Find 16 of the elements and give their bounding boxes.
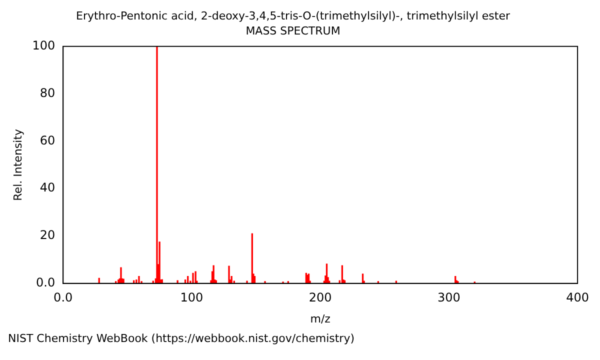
y-tick-label: 60: [40, 133, 56, 148]
x-tick-label: 300: [437, 290, 460, 305]
x-tick-label: 100: [180, 290, 204, 305]
x-tick-label: 200: [308, 290, 332, 305]
y-tick-label: 20: [40, 228, 56, 242]
x-tick-label: 0.0: [54, 290, 73, 305]
y-axis-title: Rel. Intensity: [11, 128, 24, 201]
y-tick-label: 100: [32, 38, 56, 53]
text: NIST Chemistry WebBook (https://webbook.nist.gov/chemistry): [8, 332, 356, 345]
chart-subtitle: MASS SPECTRUM: [246, 24, 340, 38]
chart-title: Erythro-Pentonic acid, 2-deoxy-3,4,5-tris-O-(trimethylsilyl)-, trimethylsilyl ester: [76, 9, 510, 22]
x-axis-title: m/z: [310, 312, 331, 326]
y-tick-label: 80: [40, 86, 56, 100]
x-tick-label: 400: [566, 290, 589, 305]
y-tick-label: 0.0: [36, 276, 56, 290]
y-tick-label: 40: [40, 180, 56, 195]
